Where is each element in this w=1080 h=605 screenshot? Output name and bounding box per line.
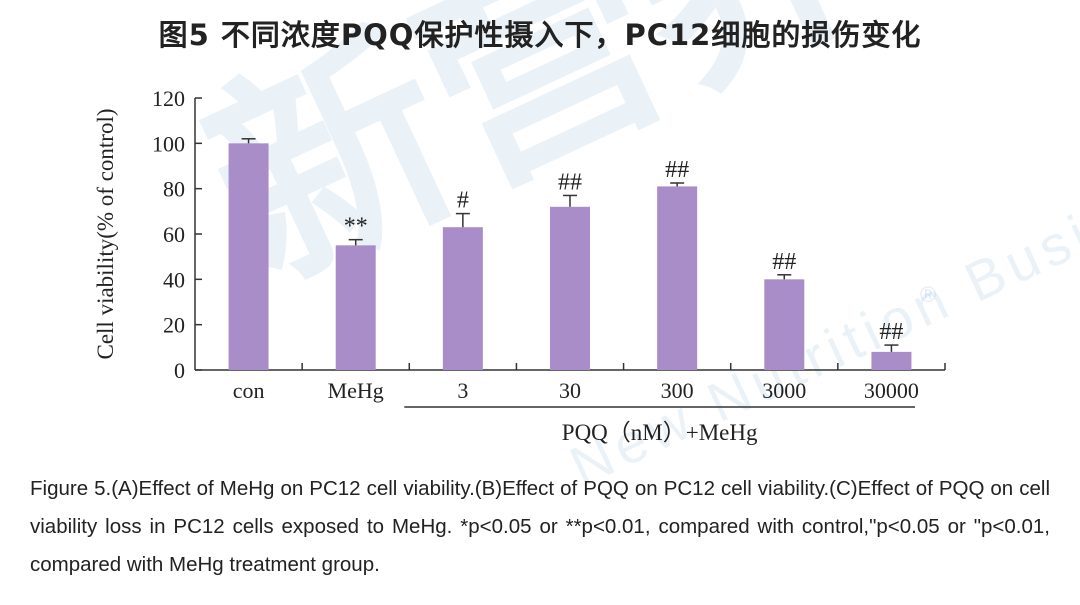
y-tick-label: 120 <box>152 86 185 111</box>
y-tick-label: 100 <box>152 131 185 156</box>
watermark-registered-mark: ® <box>920 282 937 307</box>
y-tick-label: 80 <box>163 177 185 202</box>
y-tick-label: 60 <box>163 222 185 247</box>
bar-300 <box>657 186 698 370</box>
significance-label: ## <box>558 169 582 195</box>
x-tick-label: 300 <box>661 378 694 403</box>
significance-label: ## <box>772 249 796 275</box>
y-axis-label: Cell viability(% of control) <box>93 108 118 359</box>
chart-labels: 0 20 40 60 80 100 120 Cell viability(% of contr… <box>93 86 919 445</box>
group-label: PQQ（nM）+MeHg <box>562 420 758 445</box>
chart-title: 图5 不同浓度PQQ保护性摄入下，PC12细胞的损伤变化 <box>158 18 922 52</box>
bar-3 <box>442 227 483 370</box>
bar-con <box>228 143 269 370</box>
bar-3000 <box>764 279 805 370</box>
bar-chart: 0 20 40 60 80 100 120 Cell viability(% of contr… <box>93 86 946 445</box>
significance-label: ## <box>665 157 689 183</box>
x-tick-label: 3000 <box>762 378 806 403</box>
x-tick-label: 30 <box>559 378 581 403</box>
y-tick-label: 20 <box>163 313 185 338</box>
bar-MeHg <box>335 245 376 370</box>
y-tick-label: 40 <box>163 267 185 292</box>
bar-30 <box>550 206 590 370</box>
x-tick-label: 3 <box>457 378 468 403</box>
x-tick-label: 30000 <box>864 378 919 403</box>
significance-label: ** <box>344 214 368 240</box>
y-tick-label: 0 <box>174 358 185 383</box>
significance-label: # <box>457 188 469 214</box>
x-tick-label: MeHg <box>328 378 384 403</box>
bar-30000 <box>871 351 912 370</box>
x-tick-label: con <box>233 378 265 403</box>
significance-label: ## <box>879 319 903 345</box>
chart-bars <box>228 138 912 370</box>
figure-caption: Figure 5.(A)Effect of MeHg on PC12 cell … <box>30 477 1050 576</box>
